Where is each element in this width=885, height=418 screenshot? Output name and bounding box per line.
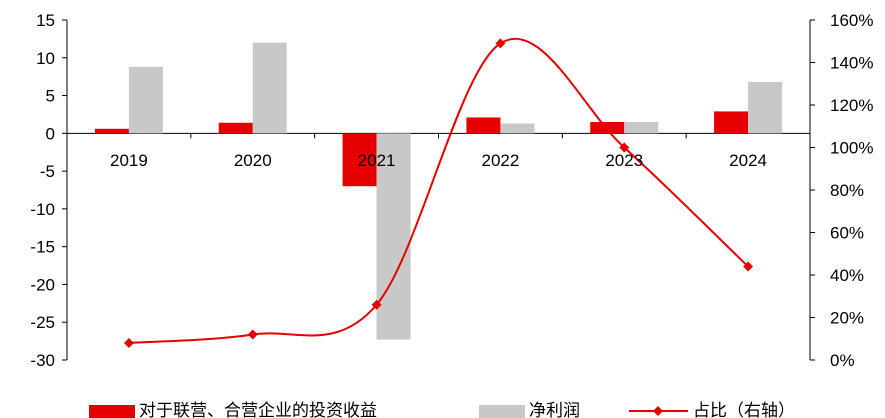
right-axis-tick-label: 100%	[830, 139, 873, 158]
right-axis-tick-label: 0%	[830, 351, 855, 370]
x-axis-category-label: 2020	[234, 151, 272, 170]
x-axis-category-label: 2023	[605, 151, 643, 170]
bar-net-profit-2021	[376, 133, 411, 340]
left-axis-tick-label: -25	[30, 313, 55, 332]
left-axis-tick-label: -20	[30, 275, 55, 294]
legend-label-ratio: 占比（右轴）	[693, 401, 795, 418]
right-axis-tick-label: 140%	[830, 54, 873, 73]
ratio-line	[128, 37, 749, 344]
x-axis-category-label: 2019	[110, 151, 148, 170]
right-axis-tick-label: 60%	[830, 224, 864, 243]
bar-investment-income-2022	[466, 117, 501, 134]
x-axis-category-label: 2024	[729, 151, 767, 170]
x-axis-category-label: 2021	[358, 151, 396, 170]
left-axis-tick-label: -10	[30, 200, 55, 219]
left-axis-tick-label: -5	[40, 162, 55, 181]
bar-investment-income-2024	[714, 111, 749, 134]
bar-investment-income-2019	[94, 128, 129, 134]
legend: 对于联营、合营企业的投资收益 净利润 占比（右轴）	[89, 401, 795, 418]
right-axis-tick-label: 40%	[830, 266, 864, 285]
legend-label-investment-income: 对于联营、合营企业的投资收益	[139, 401, 377, 418]
left-axis-tick-label: -30	[30, 351, 55, 370]
axes: 15 10 5 0 -5 -10 -15 -20 -25 -30 160% 140% 120% 100% 8…	[30, 11, 873, 370]
legend-swatch-ratio-marker	[653, 406, 663, 416]
right-axis-tick-label: 80%	[830, 181, 864, 200]
ratio-marker-2023	[619, 142, 630, 153]
line-series	[123, 37, 754, 348]
x-axis-category-label: 2022	[482, 151, 520, 170]
category-labels: 2019 2020 2021 2022 2023 2024	[110, 151, 767, 170]
bars	[94, 42, 783, 340]
ratio-marker-2024	[743, 261, 754, 272]
bar-net-profit-2020	[252, 42, 287, 134]
ratio-marker-2021	[371, 299, 382, 310]
bar-net-profit-2022	[500, 123, 535, 134]
left-axis-tick-label: -15	[30, 238, 55, 257]
right-axis-tick-label: 20%	[830, 309, 864, 328]
right-axis-tick-label: 160%	[830, 11, 873, 30]
bar-investment-income-2021	[342, 133, 377, 187]
left-axis-tick-label: 10	[36, 49, 55, 68]
right-axis-tick-label: 120%	[830, 96, 873, 115]
left-axis-tick-label: 5	[46, 87, 55, 106]
ratio-marker-2020	[247, 329, 258, 340]
legend-label-net-profit: 净利润	[529, 401, 580, 418]
legend-swatch-investment-income	[89, 405, 135, 418]
left-axis-tick-label: 15	[36, 11, 55, 30]
bar-net-profit-2019	[128, 66, 163, 134]
left-axis-tick-label: 0	[46, 124, 55, 143]
legend-swatch-net-profit	[479, 405, 525, 418]
bar-net-profit-2023	[624, 122, 659, 134]
bar-investment-income-2020	[218, 122, 253, 134]
bar-net-profit-2024	[748, 81, 783, 134]
ratio-marker-2019	[123, 338, 134, 348]
